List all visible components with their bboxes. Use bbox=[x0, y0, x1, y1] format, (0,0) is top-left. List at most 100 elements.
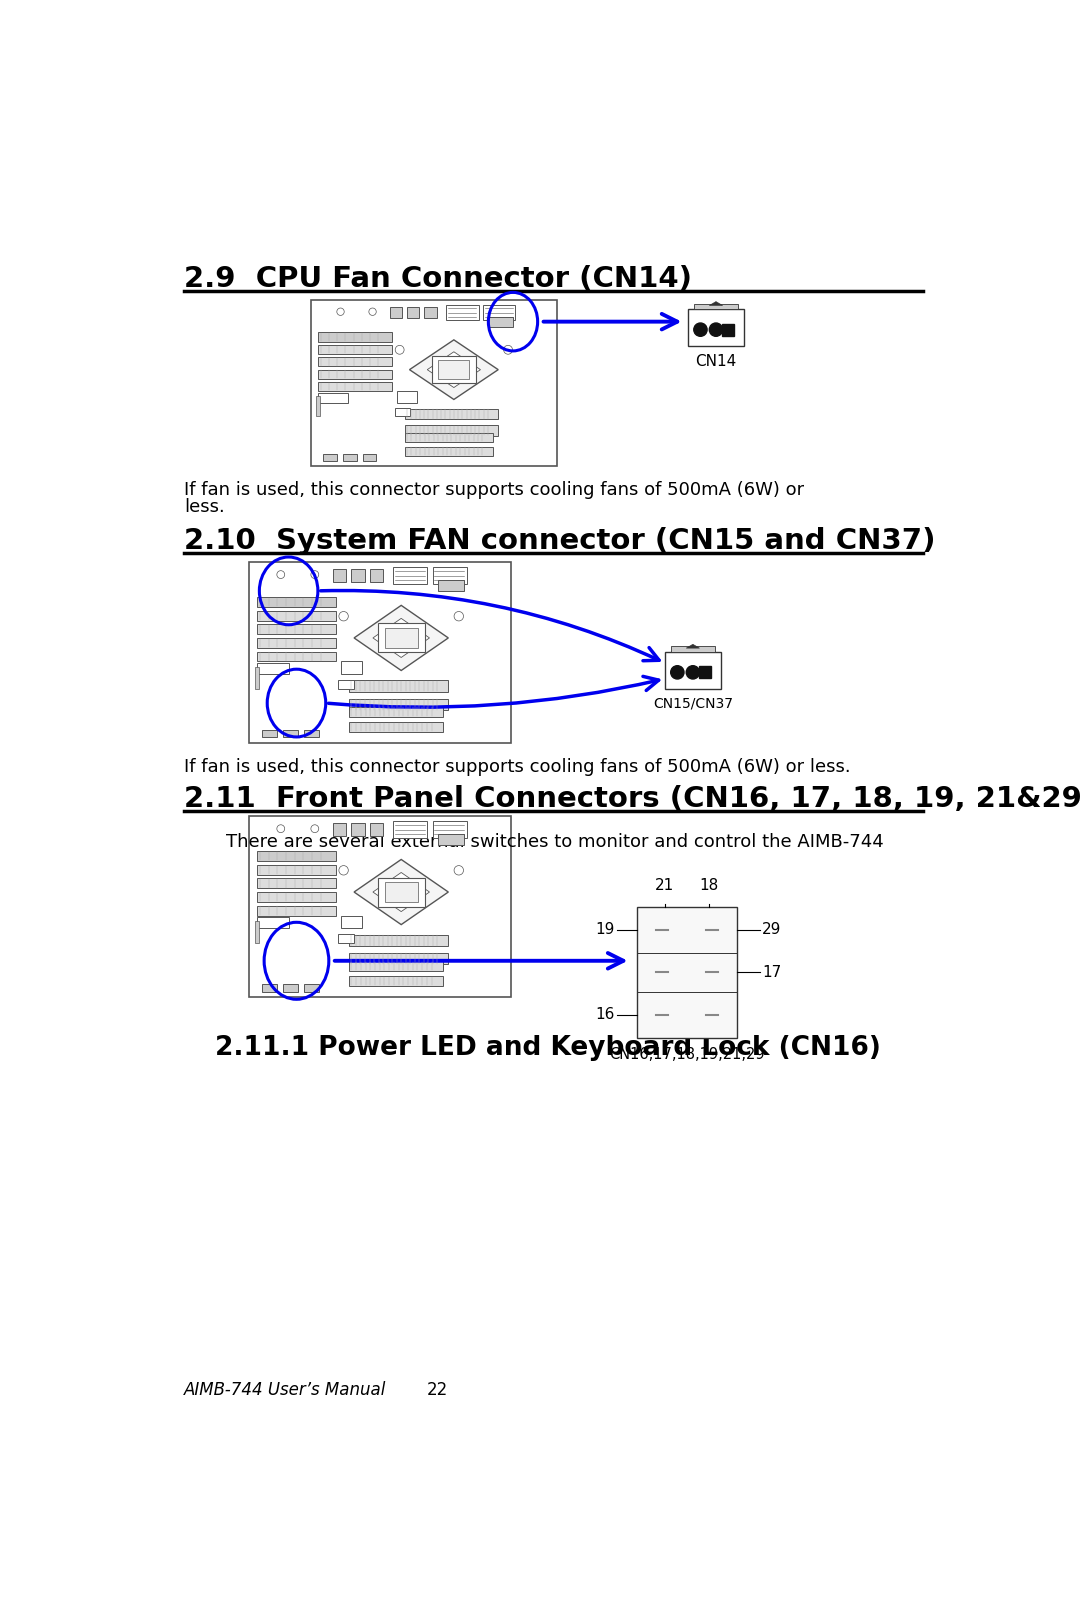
Polygon shape bbox=[428, 352, 481, 388]
Bar bbox=[437, 581, 464, 590]
Bar bbox=[341, 915, 362, 928]
Bar bbox=[319, 333, 392, 342]
Bar bbox=[349, 707, 443, 717]
Bar bbox=[257, 852, 336, 861]
Bar bbox=[349, 952, 448, 965]
Bar bbox=[405, 409, 498, 420]
Text: less.: less. bbox=[184, 498, 225, 516]
Bar bbox=[249, 561, 511, 743]
Bar bbox=[394, 407, 409, 415]
Bar bbox=[319, 345, 392, 354]
Bar bbox=[262, 985, 276, 991]
Circle shape bbox=[311, 571, 319, 579]
Bar bbox=[446, 305, 478, 320]
Polygon shape bbox=[354, 860, 448, 925]
Bar bbox=[257, 918, 288, 928]
Text: If fan is used, this connector supports cooling fans of 500mA (6W) or: If fan is used, this connector supports … bbox=[184, 482, 804, 500]
Bar bbox=[319, 393, 348, 402]
Bar bbox=[484, 305, 515, 320]
Bar bbox=[257, 611, 336, 621]
Bar bbox=[384, 628, 418, 649]
Bar bbox=[305, 985, 319, 991]
Bar bbox=[369, 569, 383, 582]
Bar bbox=[351, 824, 365, 835]
Bar bbox=[257, 865, 336, 874]
Circle shape bbox=[693, 323, 707, 336]
Bar bbox=[693, 303, 738, 310]
Polygon shape bbox=[373, 873, 430, 912]
Bar bbox=[405, 433, 494, 441]
Bar bbox=[433, 821, 467, 837]
Circle shape bbox=[339, 611, 349, 621]
Circle shape bbox=[311, 824, 319, 832]
Text: CN14: CN14 bbox=[696, 354, 737, 368]
Bar bbox=[438, 360, 470, 380]
Polygon shape bbox=[710, 302, 723, 305]
Bar bbox=[323, 454, 337, 461]
Text: 18: 18 bbox=[699, 878, 718, 894]
Bar bbox=[349, 934, 448, 946]
Bar bbox=[262, 730, 276, 738]
Bar bbox=[255, 667, 258, 689]
Bar bbox=[343, 454, 356, 461]
Bar bbox=[257, 663, 288, 675]
Circle shape bbox=[276, 571, 285, 579]
Text: 21: 21 bbox=[656, 878, 674, 894]
Bar bbox=[432, 357, 476, 383]
Text: 22: 22 bbox=[427, 1380, 448, 1398]
Bar bbox=[257, 892, 336, 902]
Circle shape bbox=[686, 665, 700, 680]
Text: 16: 16 bbox=[596, 1007, 616, 1022]
Text: 19: 19 bbox=[596, 923, 616, 938]
Bar bbox=[349, 681, 448, 693]
Bar bbox=[488, 316, 513, 326]
Bar bbox=[283, 730, 298, 738]
Bar bbox=[405, 446, 494, 456]
Bar bbox=[341, 662, 362, 675]
Bar bbox=[390, 307, 402, 318]
Bar bbox=[257, 652, 336, 662]
Bar bbox=[405, 425, 498, 436]
Bar bbox=[338, 680, 354, 689]
Bar bbox=[255, 921, 258, 942]
Text: CN16,17,18,19,21,29: CN16,17,18,19,21,29 bbox=[609, 1048, 765, 1062]
Polygon shape bbox=[686, 644, 700, 649]
Bar bbox=[378, 878, 424, 907]
Bar bbox=[665, 652, 720, 689]
Bar bbox=[319, 357, 392, 367]
Bar bbox=[688, 310, 744, 345]
Bar bbox=[393, 821, 428, 837]
Polygon shape bbox=[409, 341, 498, 399]
Bar bbox=[257, 624, 336, 634]
Bar bbox=[378, 623, 424, 652]
Bar bbox=[723, 324, 734, 336]
Polygon shape bbox=[354, 605, 448, 670]
Bar bbox=[257, 597, 336, 607]
Bar bbox=[699, 667, 711, 678]
Text: 29: 29 bbox=[762, 923, 782, 938]
Bar bbox=[305, 730, 319, 738]
Bar bbox=[636, 907, 737, 1038]
Bar bbox=[369, 824, 383, 835]
Text: 2.9  CPU Fan Connector (CN14): 2.9 CPU Fan Connector (CN14) bbox=[184, 266, 692, 294]
Bar bbox=[407, 307, 419, 318]
Bar bbox=[393, 568, 428, 584]
Text: 2.11  Front Panel Connectors (CN16, 17, 18, 19, 21&29): 2.11 Front Panel Connectors (CN16, 17, 1… bbox=[184, 785, 1080, 813]
Bar bbox=[671, 647, 715, 652]
Circle shape bbox=[395, 345, 404, 354]
Circle shape bbox=[337, 308, 345, 315]
Text: 2.11.1 Power LED and Keyboard Lock (CN16): 2.11.1 Power LED and Keyboard Lock (CN16… bbox=[215, 1035, 880, 1061]
Bar bbox=[319, 383, 392, 391]
Bar bbox=[384, 882, 418, 902]
Bar bbox=[257, 879, 336, 889]
Bar bbox=[257, 905, 336, 915]
Circle shape bbox=[454, 611, 463, 621]
Bar bbox=[349, 722, 443, 732]
Circle shape bbox=[339, 866, 349, 874]
Bar bbox=[283, 985, 298, 991]
Circle shape bbox=[710, 323, 723, 336]
Bar bbox=[333, 569, 347, 582]
Bar bbox=[433, 568, 467, 584]
Bar bbox=[397, 391, 417, 402]
Bar bbox=[349, 976, 443, 986]
